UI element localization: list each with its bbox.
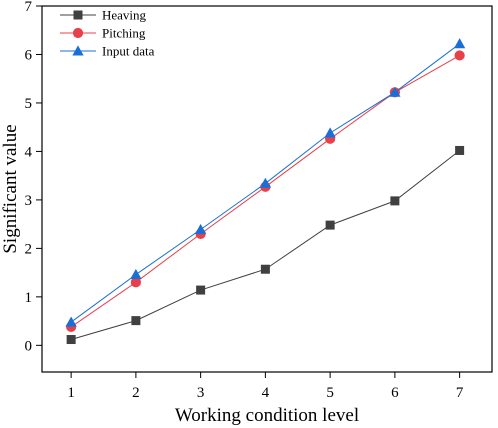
axes: 1 2 3 4 5 6 7 0 1 2 3 4 5 6 7 bbox=[25, 0, 493, 401]
series-input-data bbox=[65, 38, 466, 327]
legend-marker bbox=[72, 45, 84, 56]
y-tick-label: 0 bbox=[25, 338, 33, 354]
data-point bbox=[260, 264, 270, 274]
y-tick-label: 3 bbox=[25, 193, 33, 209]
data-point bbox=[66, 335, 76, 345]
data-point bbox=[259, 177, 272, 188]
series-layer bbox=[65, 38, 466, 345]
data-point bbox=[195, 223, 207, 234]
data-point bbox=[324, 127, 336, 138]
x-axis-label: Working condition level bbox=[175, 405, 359, 426]
data-point bbox=[454, 38, 466, 49]
x-tick-label: 1 bbox=[67, 385, 75, 401]
data-point bbox=[455, 145, 465, 155]
y-axis-label: Significant value bbox=[0, 124, 21, 253]
data-point bbox=[130, 268, 142, 280]
x-tick-label: 6 bbox=[391, 385, 399, 401]
x-tick-label: 2 bbox=[132, 385, 140, 401]
data-point bbox=[454, 50, 465, 61]
y-tick-label: 4 bbox=[25, 144, 33, 160]
data-point bbox=[390, 196, 400, 206]
series-pitching bbox=[66, 50, 465, 333]
x-tick-label: 5 bbox=[326, 385, 334, 401]
data-point bbox=[389, 86, 401, 97]
legend-label: Input data bbox=[102, 44, 155, 59]
x-tick-label: 4 bbox=[262, 385, 270, 401]
y-tick-label: 2 bbox=[25, 241, 33, 257]
x-tick-label: 3 bbox=[197, 385, 205, 401]
y-tick-label: 6 bbox=[25, 47, 33, 63]
data-point bbox=[65, 316, 77, 327]
y-tick-label: 1 bbox=[25, 290, 33, 306]
legend-label: Pitching bbox=[102, 26, 146, 41]
data-point bbox=[130, 277, 141, 288]
data-point bbox=[196, 285, 206, 295]
data-point bbox=[131, 316, 141, 326]
series-heaving bbox=[66, 145, 465, 345]
x-tick-label: 7 bbox=[456, 385, 464, 401]
y-tick-label: 7 bbox=[25, 0, 33, 15]
legend: Heaving Pitching Input data bbox=[60, 8, 155, 59]
legend-label: Heaving bbox=[102, 8, 147, 23]
y-tick-label: 5 bbox=[25, 96, 33, 112]
plot-frame bbox=[41, 5, 493, 373]
data-point bbox=[325, 220, 335, 230]
legend-marker bbox=[72, 27, 84, 39]
legend-marker bbox=[73, 10, 83, 20]
